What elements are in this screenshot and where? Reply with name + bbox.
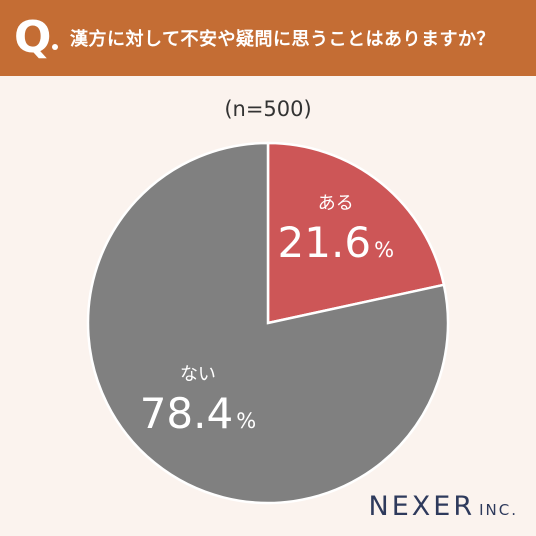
- sample-size-label: (n=500): [224, 97, 312, 121]
- q-mark: Q: [14, 12, 52, 63]
- logo-suffix: INC.: [479, 501, 518, 519]
- slice-label-2: ない: [180, 364, 216, 385]
- question-text: 漢方に対して不安や疑問に思うことはありますか？: [70, 29, 495, 50]
- pie-slice-1: [266, 141, 446, 325]
- slice-value-2: 78.4%: [140, 389, 256, 438]
- slice-value-1: 21.6%: [278, 218, 394, 267]
- slice-label-1: ある: [318, 193, 354, 214]
- nexer-logo: NEXER INC.: [369, 491, 518, 522]
- logo-name: NEXER: [368, 491, 476, 522]
- pie-slice-2: [86, 141, 450, 505]
- q-dot-decoration: [52, 44, 58, 50]
- question-header: Q 漢方に対して不安や疑問に思うことはありますか？: [0, 0, 536, 76]
